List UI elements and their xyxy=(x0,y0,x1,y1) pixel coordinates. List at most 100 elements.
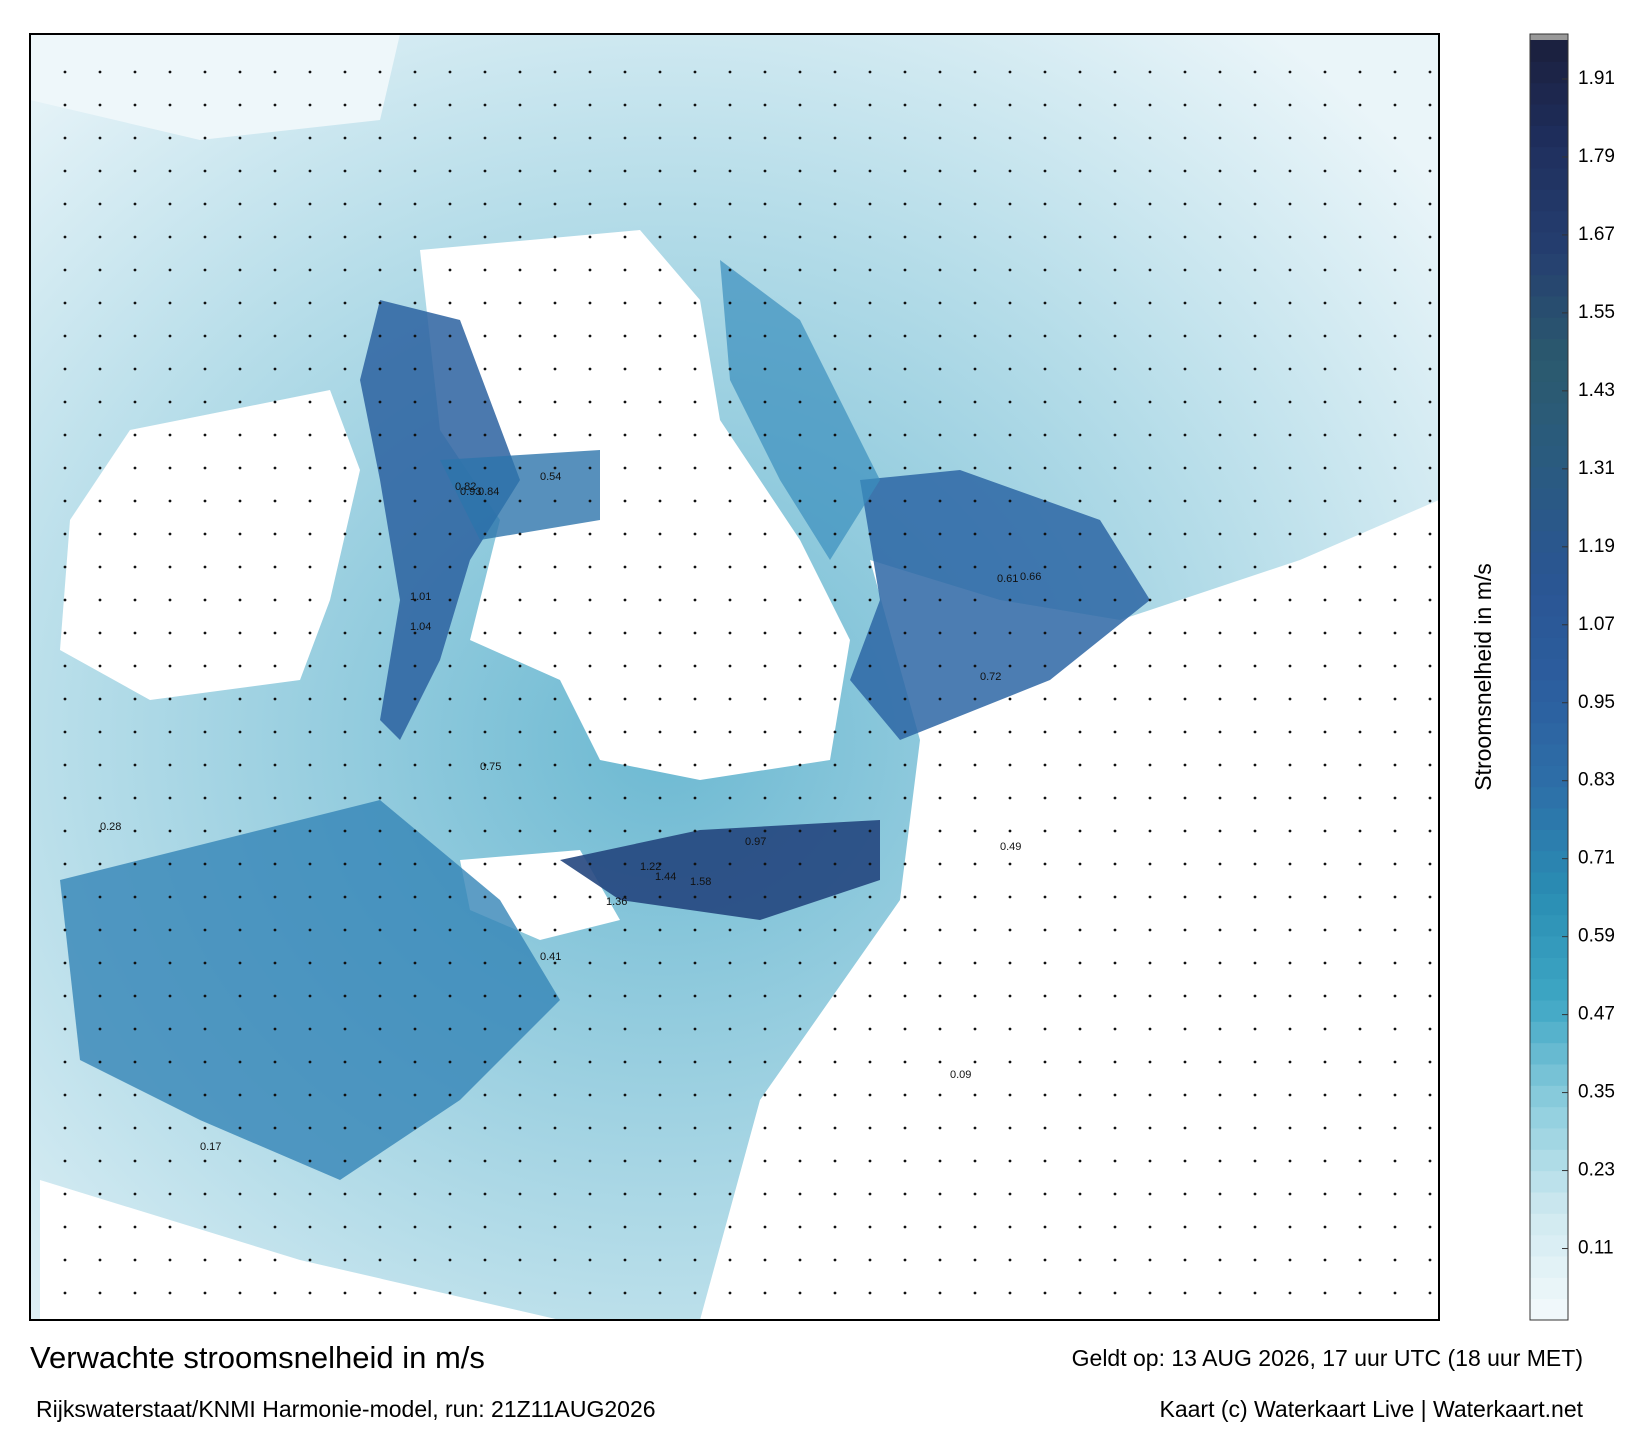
colorbar-label: Stroomsnelheid in m/s xyxy=(1470,563,1496,791)
grid-dot xyxy=(1183,235,1187,239)
grid-dot xyxy=(973,367,977,371)
grid-dot xyxy=(413,730,417,734)
colorbar-band xyxy=(1530,1085,1568,1108)
grid-dot xyxy=(133,235,137,239)
grid-dot xyxy=(203,697,207,701)
grid-dot xyxy=(903,334,907,338)
grid-dot xyxy=(133,367,137,371)
grid-dot xyxy=(973,1192,977,1196)
map-frame xyxy=(29,33,1440,1321)
grid-dot xyxy=(1253,334,1257,338)
grid-dot xyxy=(203,268,207,272)
grid-dot xyxy=(308,763,312,767)
grid-dot xyxy=(1393,1159,1397,1163)
grid-dot xyxy=(133,1258,137,1262)
grid-dot xyxy=(868,862,872,866)
grid-dot xyxy=(1428,565,1432,569)
grid-dot xyxy=(658,565,662,569)
grid-dot xyxy=(1078,565,1082,569)
grid-dot xyxy=(763,1093,767,1097)
grid-dot xyxy=(1253,367,1257,371)
grid-dot xyxy=(588,862,592,866)
grid-dot xyxy=(1008,1027,1012,1031)
grid-dot xyxy=(1078,664,1082,668)
grid-dot xyxy=(238,301,242,305)
grid-dot xyxy=(1393,1027,1397,1031)
grid-dot xyxy=(273,70,277,74)
grid-dot xyxy=(1183,598,1187,602)
grid-dot xyxy=(1008,598,1012,602)
grid-dot xyxy=(483,235,487,239)
grid-dot xyxy=(483,499,487,503)
grid-dot xyxy=(273,664,277,668)
grid-dot xyxy=(1358,763,1362,767)
grid-dot xyxy=(413,1291,417,1295)
grid-dot xyxy=(273,367,277,371)
grid-dot xyxy=(273,235,277,239)
grid-dot xyxy=(1008,103,1012,107)
colorbar-band xyxy=(1530,509,1568,532)
grid-dot xyxy=(623,730,627,734)
grid-dot xyxy=(868,268,872,272)
grid-dot xyxy=(1043,499,1047,503)
grid-dot xyxy=(553,763,557,767)
grid-dot xyxy=(1008,862,1012,866)
grid-dot xyxy=(273,1159,277,1163)
grid-dot xyxy=(903,367,907,371)
grid-dot xyxy=(623,202,627,206)
grid-dot xyxy=(1288,1027,1292,1031)
grid-dot xyxy=(203,136,207,140)
grid-dot xyxy=(1008,1258,1012,1262)
grid-dot xyxy=(98,1258,102,1262)
grid-dot xyxy=(588,136,592,140)
grid-dot xyxy=(868,334,872,338)
colorbar-band xyxy=(1530,1192,1568,1214)
grid-dot xyxy=(1428,1060,1432,1064)
grid-dot xyxy=(1253,202,1257,206)
channel xyxy=(850,470,1150,740)
grid-dot xyxy=(308,1225,312,1229)
grid-dot xyxy=(658,1258,662,1262)
grid-dot xyxy=(448,532,452,536)
grid-dot xyxy=(798,1027,802,1031)
grid-dot xyxy=(973,631,977,635)
map-label: 1.04 xyxy=(410,621,431,633)
grid-dot xyxy=(448,895,452,899)
grid-dot xyxy=(1288,1126,1292,1130)
grid-dot xyxy=(63,895,67,899)
grid-dot xyxy=(588,763,592,767)
grid-dot xyxy=(693,433,697,437)
grid-dot xyxy=(658,895,662,899)
grid-dot xyxy=(98,301,102,305)
grid-dot xyxy=(693,334,697,338)
grid-dot xyxy=(168,334,172,338)
grid-dot xyxy=(448,598,452,602)
grid-dot xyxy=(1113,994,1117,998)
channel xyxy=(360,300,520,740)
grid-dot xyxy=(623,1126,627,1130)
grid-dot xyxy=(518,1093,522,1097)
grid-dot xyxy=(98,334,102,338)
grid-dot xyxy=(238,1291,242,1295)
grid-dot xyxy=(1323,1258,1327,1262)
grid-dot xyxy=(448,829,452,833)
grid-dot xyxy=(1078,1192,1082,1196)
grid-dot xyxy=(63,499,67,503)
colorbar-band xyxy=(1530,658,1568,681)
colorbar-band xyxy=(1530,936,1568,958)
grid-dot xyxy=(273,103,277,107)
map-labels: 1.44 1.581.361.220.970.931.011.040.840.82… xyxy=(100,471,1041,1153)
grid-dot xyxy=(623,994,627,998)
grid-dot xyxy=(1323,994,1327,998)
grid-dot xyxy=(483,994,487,998)
grid-dot xyxy=(378,895,382,899)
grid-dot xyxy=(868,499,872,503)
grid-dot xyxy=(1323,367,1327,371)
grid-dot xyxy=(798,961,802,965)
grid-dot xyxy=(1148,367,1152,371)
grid-dot xyxy=(63,532,67,536)
grid-dot xyxy=(1043,1291,1047,1295)
grid-dot xyxy=(448,730,452,734)
grid-dot xyxy=(1183,169,1187,173)
grid-dot xyxy=(378,565,382,569)
